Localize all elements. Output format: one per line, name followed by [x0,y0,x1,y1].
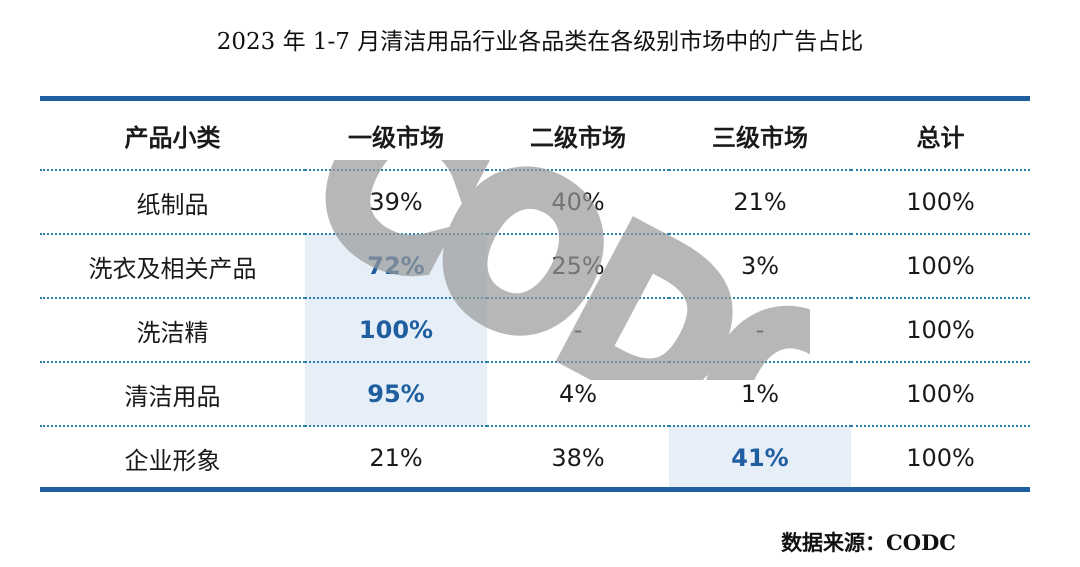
row-category: 洗衣及相关产品 [40,234,305,299]
table-cell: 4% [487,362,669,427]
table-cell: - [669,298,851,363]
table-cell: 21% [369,444,423,472]
table-bottom-rule [40,487,1030,492]
table-cell: 100% [851,234,1030,299]
table-cell: 100% [851,170,1030,235]
header-row: 产品小类 一级市场 二级市场 三级市场 总计 [40,101,1030,171]
column-header: 产品小类 [40,101,305,171]
data-table: 产品小类 一级市场 二级市场 三级市场 总计 纸制品 39% 40% 21% 100% 洗… [40,101,1030,489]
table-row: 企业形象 21% 38% 41% 100% [40,426,1030,489]
table-cell: 100% [851,362,1030,427]
table-row: 清洁用品 95% 4% 1% 100% [40,362,1030,427]
table-cell: 40% [487,170,669,235]
row-category: 企业形象 [124,446,221,475]
row-category: 洗洁精 [40,298,305,363]
table-cell: 100% [851,298,1030,363]
table-cell: 100% [305,298,487,363]
table-cell: 21% [669,170,851,235]
table-cell: 25% [487,234,669,299]
table-cell: 38% [551,444,605,472]
column-header: 二级市场 [487,101,669,171]
chart-title: 2023 年 1-7 月清洁用品行业各品类在各级别市场中的广告占比 [216,29,864,55]
table-cell: 39% [305,170,487,235]
table-cell: 3% [669,234,851,299]
table-cell: 72% [305,234,487,299]
column-header: 三级市场 [669,101,851,171]
table-row: 洗洁精 100% - -100% [40,298,1030,363]
table-row: 纸制品 39% 40% 21% 100% [40,170,1030,235]
table-cell: 100% [906,444,975,472]
table-top-rule [40,96,1030,101]
column-header: 一级市场 [305,101,487,171]
table-cell: 41% [669,426,851,489]
source-note: 数据来源：CODC [781,530,956,555]
row-category: 清洁用品 [40,362,305,427]
table-cell: - [487,298,669,363]
column-header: 总计 [851,101,1030,171]
row-category: 纸制品 [40,170,305,235]
table-cell: 95% [305,362,487,427]
table-row: 洗衣及相关产品 72% 25% 3% 100% [40,234,1030,299]
table-cell: 1% [669,362,851,427]
